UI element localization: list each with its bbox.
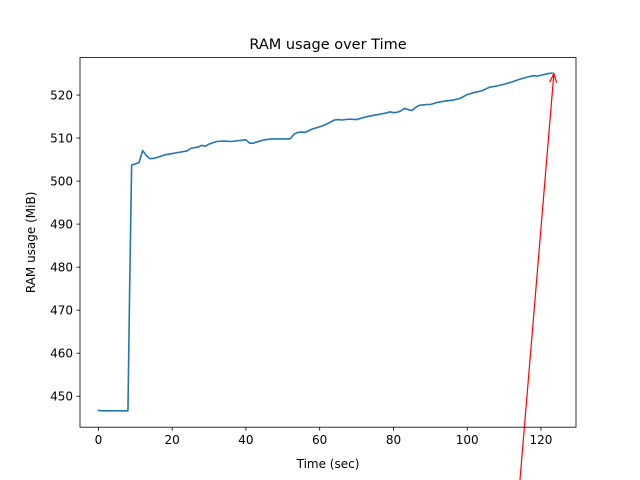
x-tick-label: 0 (95, 433, 103, 447)
x-axis-label: Time (sec) (296, 457, 360, 471)
y-tick-label: 480 (50, 261, 73, 275)
arrow-head (549, 71, 558, 83)
x-axis-ticks: 0 20 40 60 80 100 120 (95, 427, 553, 447)
y-tick-label: 500 (50, 175, 73, 189)
y-axis-label: RAM usage (MiB) (24, 192, 38, 294)
y-tick-label: 470 (50, 304, 73, 318)
y-tick-label: 510 (50, 132, 73, 146)
y-tick-label: 520 (50, 89, 73, 103)
chart-title: RAM usage over Time (249, 37, 406, 53)
x-tick-label: 60 (312, 433, 327, 447)
y-axis-ticks: 450 460 470 480 490 500 510 520 (50, 89, 80, 404)
y-tick-label: 490 (50, 218, 73, 232)
arrow-shaft (519, 73, 555, 480)
x-tick-label: 40 (238, 433, 253, 447)
annotation-arrow (519, 71, 558, 480)
y-tick-label: 450 (50, 390, 73, 404)
x-tick-label: 100 (456, 433, 479, 447)
ram-usage-line (97, 72, 553, 412)
x-tick-label: 20 (165, 433, 180, 447)
series-layer (97, 72, 553, 412)
x-tick-label: 80 (386, 433, 401, 447)
x-tick-label: 120 (530, 433, 553, 447)
annotation-layer (519, 71, 558, 480)
plot-frame (79, 57, 577, 428)
y-tick-label: 460 (50, 347, 73, 361)
